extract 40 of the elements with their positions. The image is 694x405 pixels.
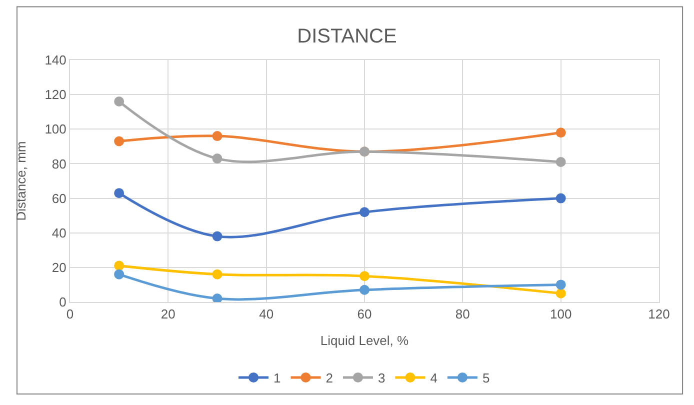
x-tick-label: 100 (550, 306, 572, 322)
point (114, 188, 124, 198)
point (212, 131, 222, 142)
point (360, 284, 370, 295)
legend-label: 3 (378, 370, 386, 386)
point (556, 288, 566, 298)
point (114, 260, 124, 271)
legend-label: 5 (482, 370, 490, 386)
y-tick-label: 100 (44, 122, 66, 137)
point (212, 294, 222, 302)
y-tick-label: 60 (52, 190, 66, 206)
point (212, 154, 222, 164)
legend-label: 4 (430, 370, 438, 386)
y-tick-label: 140 (44, 52, 66, 68)
point (212, 269, 222, 280)
y-tick-label: 40 (52, 225, 66, 240)
y-tick-label: 80 (52, 156, 66, 172)
x-tick-label: 80 (455, 306, 470, 322)
point (556, 193, 566, 204)
chart-title: DISTANCE (297, 25, 397, 48)
legend-label: 2 (326, 370, 333, 386)
x-tick-label: 40 (259, 306, 274, 322)
point (556, 280, 566, 290)
point (114, 136, 124, 146)
point (212, 231, 222, 242)
legend-label: 1 (274, 370, 281, 386)
x-axis-title: Liquid Level, % (320, 333, 410, 348)
x-tick-label: 20 (160, 306, 176, 322)
point (556, 128, 566, 138)
x-tick-label: 60 (357, 306, 372, 322)
point (360, 271, 370, 282)
y-axis-title: Distance, mm (14, 141, 29, 221)
x-tick-label: 120 (648, 306, 670, 322)
point (114, 269, 124, 280)
y-tick-label: 20 (52, 260, 66, 275)
point (556, 156, 566, 167)
point (114, 96, 124, 106)
point (360, 207, 370, 218)
y-tick-label: 120 (44, 87, 66, 102)
y-tick-label: 0 (59, 294, 66, 310)
